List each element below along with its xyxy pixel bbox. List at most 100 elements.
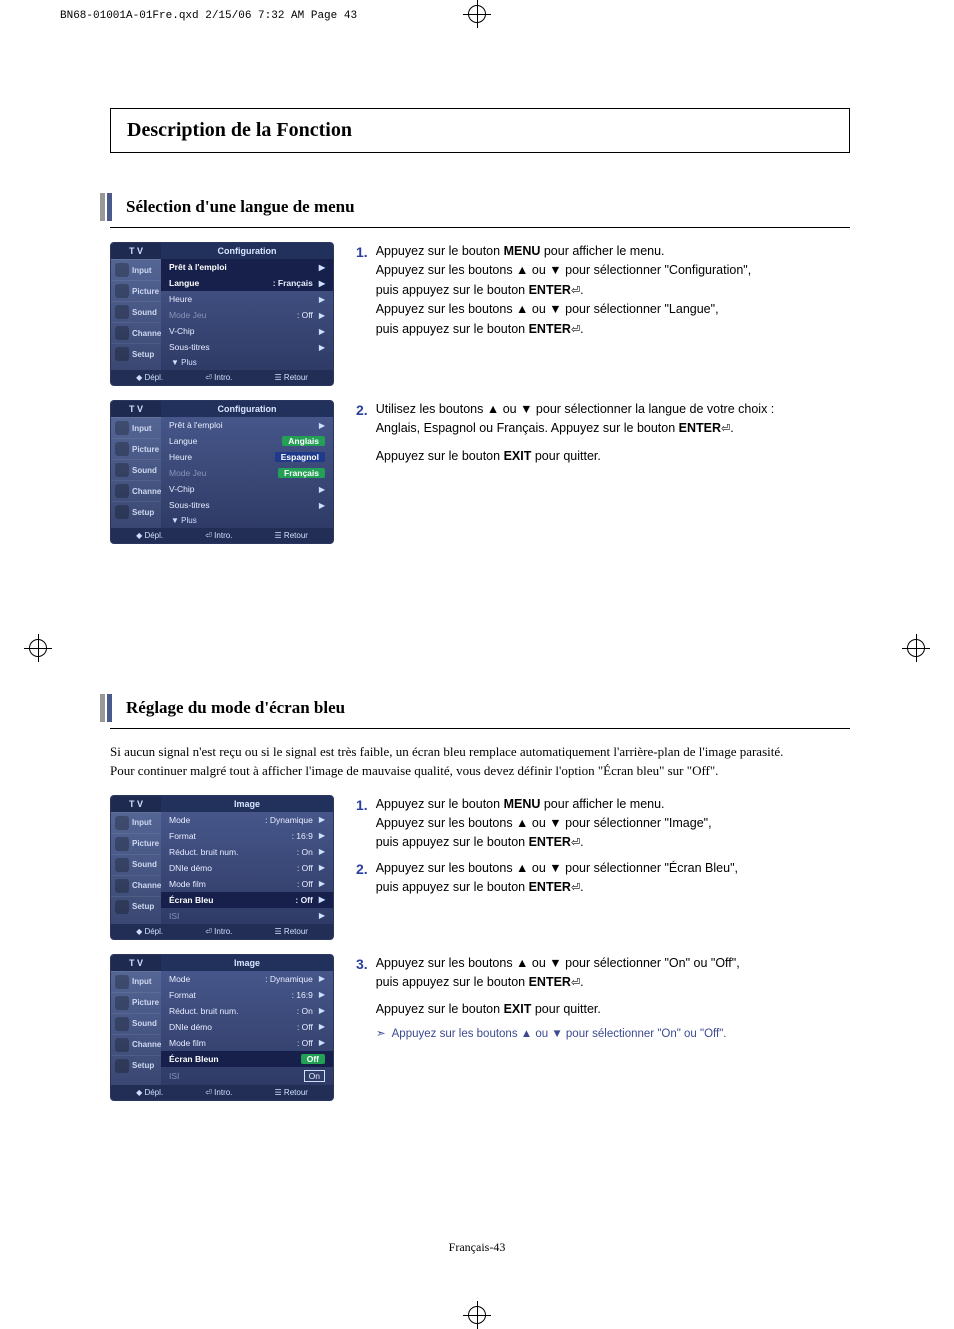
osd-side-label: Picture (132, 998, 159, 1007)
chevron-right-icon: ▶ (319, 295, 325, 304)
osd-footer-hint: ☰ Retour (275, 1088, 308, 1097)
osd-option-row: Écran Bleu: Off▶ (161, 892, 333, 908)
osd-option-row: Format: 16:9▶ (161, 987, 333, 1003)
osd-footer: ◆ Dépl.⏎ Intro.☰ Retour (111, 528, 333, 543)
chevron-right-icon: ▶ (319, 879, 325, 888)
osd-title: Configuration (161, 243, 333, 259)
osd-side-icon (115, 305, 129, 319)
osd-option-value: : 16:9 (292, 831, 313, 841)
osd-option-value: : Dynamique (265, 815, 313, 825)
osd-title: Image (161, 955, 333, 971)
chevron-right-icon: ▶ (319, 1038, 325, 1047)
osd-side-item: Setup (111, 343, 161, 364)
step-text: Utilisez les boutons ▲ ou ▼ pour sélecti… (376, 400, 775, 466)
osd-option-row: Prêt à l'emploi▶ (161, 259, 333, 275)
osd-option-value: : Off (297, 879, 313, 889)
osd-footer: ◆ Dépl.⏎ Intro.☰ Retour (111, 370, 333, 385)
osd-option-row: DNIe démo : Off ▶ (161, 860, 333, 876)
enter-icon: ⏎ (571, 283, 580, 300)
osd-footer-hint: ⏎ Intro. (205, 531, 232, 540)
osd-title: Configuration (161, 401, 333, 417)
osd-side-item: Setup (111, 1055, 161, 1076)
osd-option-value: Anglais (282, 436, 325, 446)
osd-option-row: ISI▶ (161, 908, 333, 924)
osd-option-row: Heure▶ (161, 291, 333, 307)
osd-side-icon (115, 347, 129, 361)
osd-option-label: Réduct. bruit num. (169, 1006, 238, 1016)
main-title: Description de la Fonction (127, 119, 833, 142)
osd-side-icon (115, 975, 129, 989)
osd-option-label: Format (169, 831, 196, 841)
enter-icon: ⏎ (721, 421, 730, 438)
osd-footer-hint: ☰ Retour (275, 927, 308, 936)
enter-icon: ⏎ (571, 835, 580, 852)
osd-option-row: Mode JeuFrançais (161, 465, 333, 481)
osd-side-label: Picture (132, 287, 159, 296)
osd-side-label: Setup (132, 1061, 154, 1070)
enter-icon: ⏎ (571, 322, 580, 339)
osd-option-label: Mode Jeu (169, 310, 206, 320)
osd-side-icon (115, 263, 129, 277)
note-text: Appuyez sur les boutons ▲ ou ▼ pour séle… (392, 1026, 727, 1044)
osd-option-row: DNIe démo: Off▶ (161, 1019, 333, 1035)
osd-panel: T VInputPictureSoundChannelSetupConfigur… (110, 242, 334, 386)
main-title-box: Description de la Fonction (110, 108, 850, 153)
osd-side-icon (115, 1059, 129, 1073)
osd-side-item: Channel (111, 480, 161, 501)
osd-option-value: : Off (297, 863, 313, 873)
step-text: Appuyez sur le bouton MENU pour afficher… (376, 795, 712, 853)
osd-option-label: Mode Jeu (169, 468, 206, 478)
chevron-right-icon: ▶ (319, 1006, 325, 1015)
osd-side-label: Input (132, 424, 152, 433)
step-num: 3. (356, 954, 368, 1020)
reg-mark-right (902, 634, 930, 662)
osd-option-label: ISI (169, 1071, 179, 1081)
section2-heading: Réglage du mode d'écran bleu (126, 694, 345, 722)
osd-option-value: : On (297, 1006, 313, 1016)
heading-bar-blue (107, 193, 112, 221)
osd-option-label: DNIe démo (169, 1022, 212, 1032)
osd-option-label: Mode (169, 815, 190, 825)
osd-option-label: Prêt à l'emploi (169, 420, 223, 430)
chevron-right-icon: ▶ (319, 501, 325, 510)
osd-option-value: : Off (297, 310, 313, 320)
osd-side-item: Sound (111, 459, 161, 480)
osd-side-icon (115, 421, 129, 435)
osd-panel: T VInputPictureSoundChannelSetupConfigur… (110, 400, 334, 544)
osd-option-row: Langue: Français▶ (161, 275, 333, 291)
osd-tv-label: T V (111, 243, 161, 259)
osd-side-label: Picture (132, 839, 159, 848)
osd-side-label: Sound (132, 466, 157, 475)
chevron-right-icon: ▶ (319, 974, 325, 983)
chevron-right-icon: ▶ (319, 263, 325, 272)
osd-side-label: Picture (132, 445, 159, 454)
osd-option-label: Mode film (169, 879, 206, 889)
osd-option-row: ISIOn (161, 1067, 333, 1085)
osd-option-value: : 16:9 (292, 990, 313, 1000)
chevron-right-icon: ▶ (319, 279, 325, 288)
osd-side-label: Sound (132, 860, 157, 869)
step-num: 2. (356, 859, 368, 898)
chevron-right-icon: ▶ (319, 485, 325, 494)
osd-side-icon (115, 1017, 129, 1031)
osd-side-icon (115, 326, 129, 340)
osd-side-label: Channel (132, 487, 164, 496)
chevron-right-icon: ▶ (319, 1022, 325, 1031)
osd-footer-hint: ⏎ Intro. (205, 927, 232, 936)
osd-side-item: Channel (111, 1034, 161, 1055)
osd-tv-label: T V (111, 401, 161, 417)
osd-more: ▼ Plus (161, 355, 333, 370)
heading-bar-blue (107, 694, 112, 722)
osd-side-label: Sound (132, 1019, 157, 1028)
osd-option-row: Mode: Dynamique▶ (161, 971, 333, 987)
osd-option-value: : Français (273, 278, 313, 288)
osd-option-label: Langue (169, 436, 197, 446)
osd-option-row: Mode : Dynamique ▶ (161, 812, 333, 828)
osd-side-item: Picture (111, 280, 161, 301)
chevron-right-icon: ▶ (319, 815, 325, 824)
osd-option-row: Format: 16:9▶ (161, 828, 333, 844)
osd-option-label: DNIe démo (169, 863, 212, 873)
chevron-right-icon: ▶ (319, 863, 325, 872)
osd-footer-hint: ☰ Retour (275, 531, 308, 540)
osd-option-label: Sous-titres (169, 342, 210, 352)
